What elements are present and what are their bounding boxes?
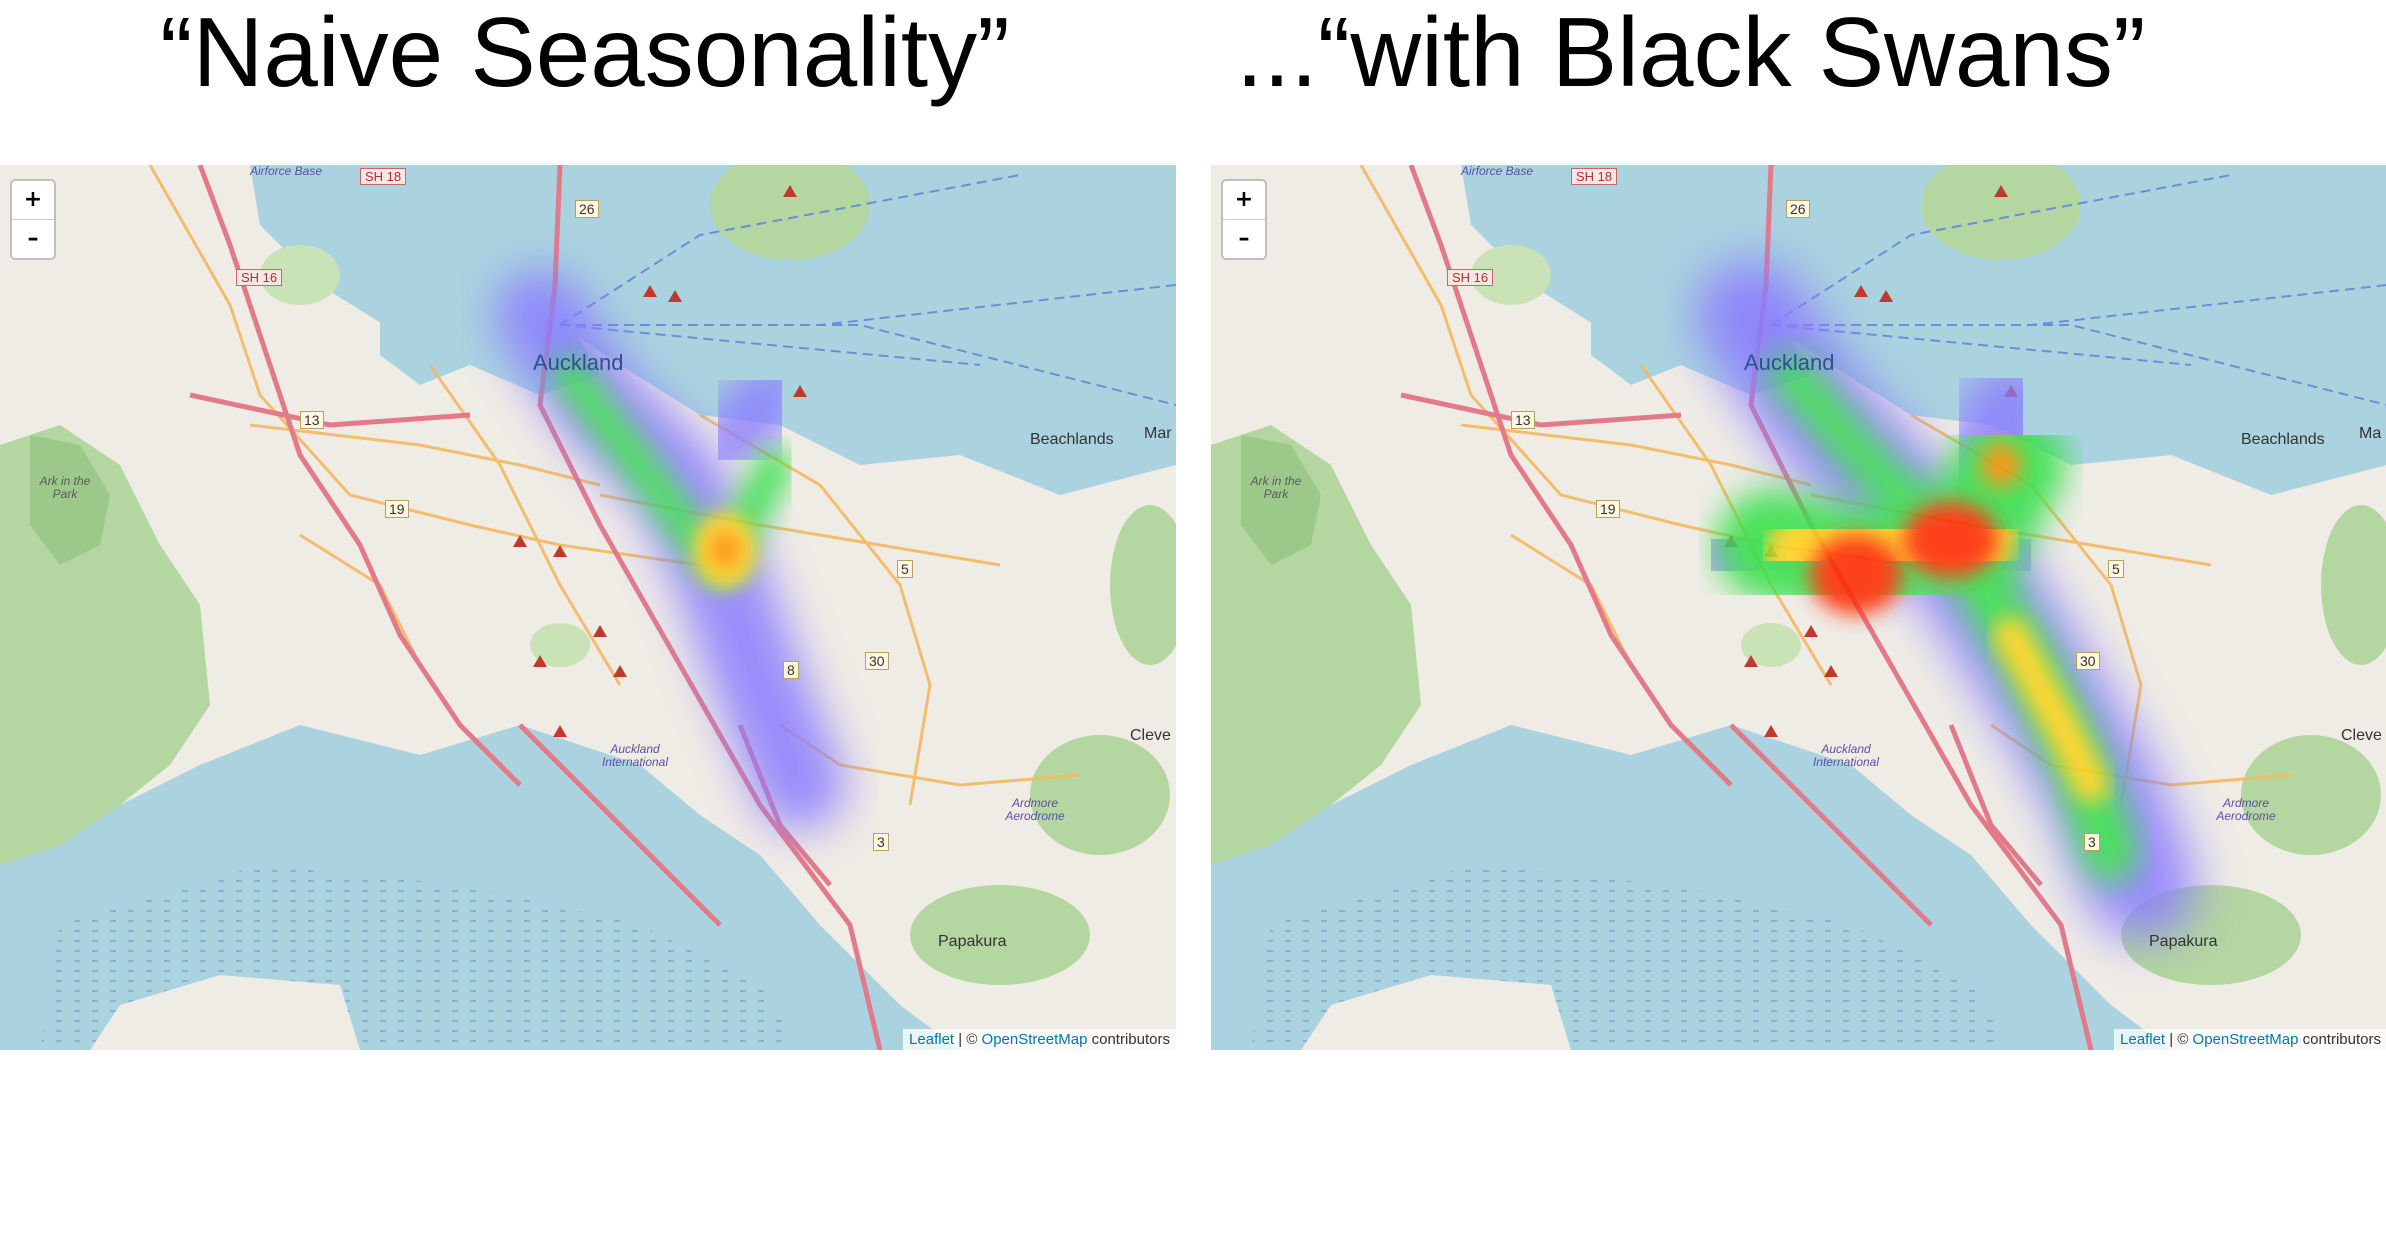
openstreetmap-link[interactable]: OpenStreetMap (2192, 1031, 2299, 1048)
label-auckland: Auckland (1744, 350, 1835, 375)
label-route-8: 8 (783, 661, 799, 679)
label-cleve: Cleve (2341, 727, 2382, 744)
label-route-13: 13 (1511, 411, 1535, 429)
label-route-19: 19 (385, 500, 409, 518)
leaflet-link[interactable]: Leaflet (2120, 1031, 2166, 1048)
label-route-19: 19 (1596, 500, 1620, 518)
map-attribution: Leaflet | © OpenStreetMap contributors (903, 1029, 1176, 1050)
label-route-30: 30 (2076, 652, 2100, 670)
label-sh18: SH 18 (1571, 168, 1618, 185)
label-route-13: 13 (300, 411, 324, 429)
label-ark-in-the-park: Ark in the Park (39, 474, 91, 501)
label-route-30: 30 (865, 652, 889, 670)
openstreetmap-link[interactable]: OpenStreetMap (981, 1031, 1088, 1048)
label-sh18: SH 18 (360, 168, 407, 185)
label-airforce-base: Airforce Base (250, 165, 323, 178)
attribution-contributors: contributors (1087, 1031, 1170, 1048)
zoom-in-button[interactable]: + (23, 187, 43, 212)
label-cleve: Cleve (1130, 727, 1171, 744)
label-route-3: 3 (2084, 833, 2100, 851)
map-base-layer[interactable] (1211, 165, 2386, 1050)
attribution-separator: | © (2165, 1031, 2193, 1048)
map-naive-seasonality[interactable]: Auckland Beachlands Mar Papakura Cleve A… (0, 165, 1176, 1050)
label-route-5: 5 (2108, 560, 2124, 578)
label-ark-in-the-park: Ark in the Park (1250, 474, 1302, 501)
label-beachlands: Beachlands (2241, 431, 2325, 448)
attribution-contributors: contributors (2298, 1031, 2381, 1048)
label-papakura: Papakura (938, 933, 1007, 950)
label-mar: Mar (1144, 425, 1172, 442)
label-auckland: Auckland (533, 350, 624, 375)
chart-title-right: ...“with Black Swans” (1236, 0, 2146, 107)
zoom-control: + – (10, 179, 56, 260)
leaflet-link[interactable]: Leaflet (909, 1031, 955, 1048)
label-sh16: SH 16 (236, 269, 283, 286)
map-with-black-swans[interactable]: Auckland Beachlands Ma Papakura Cleve Ar… (1211, 165, 2386, 1050)
zoom-control: + – (1221, 179, 1267, 260)
label-route-26: 26 (1786, 200, 1810, 218)
map-attribution: Leaflet | © OpenStreetMap contributors (2114, 1029, 2386, 1050)
zoom-out-button[interactable]: – (12, 219, 54, 258)
label-beachlands: Beachlands (1030, 431, 1114, 448)
label-airforce-base: Airforce Base (1461, 165, 1534, 178)
label-route-5: 5 (897, 560, 913, 578)
label-mar: Ma (2359, 425, 2382, 442)
label-papakura: Papakura (2149, 933, 2218, 950)
label-ardmore-aerodrome: Ardmore Aerodrome (2216, 796, 2276, 823)
zoom-out-button[interactable]: – (1223, 219, 1265, 258)
label-route-3: 3 (873, 833, 889, 851)
label-ardmore-aerodrome: Ardmore Aerodrome (1005, 796, 1065, 823)
zoom-in-button[interactable]: + (1234, 187, 1254, 212)
label-sh16: SH 16 (1447, 269, 1494, 286)
attribution-separator: | © (954, 1031, 982, 1048)
map-base-layer[interactable] (0, 165, 1176, 1050)
chart-title-left: “Naive Seasonality” (160, 0, 1010, 107)
label-route-26: 26 (575, 200, 599, 218)
label-auckland-international: Auckland International (601, 742, 669, 769)
label-auckland-international: Auckland International (1812, 742, 1880, 769)
